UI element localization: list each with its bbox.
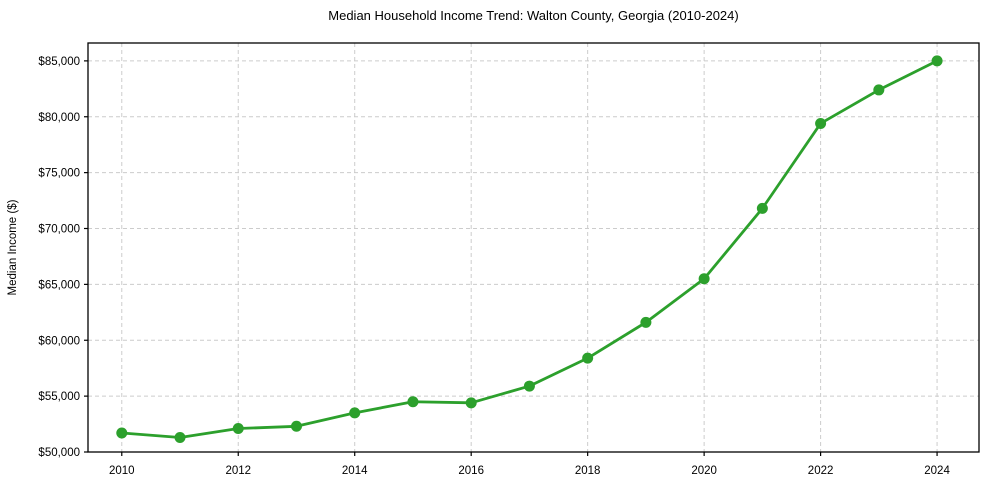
y-tick-label: $50,000 [38,447,80,459]
data-point-2022 [815,117,827,129]
x-tick-label: 2022 [808,465,834,477]
data-point-2020 [698,273,710,285]
x-tick-label: 2024 [924,465,950,477]
y-tick-label: $60,000 [38,335,80,347]
x-tick-label: 2018 [575,465,601,477]
x-tick-label: 2020 [691,465,717,477]
data-point-2017 [523,380,535,392]
y-tick-label: $55,000 [38,391,80,403]
data-point-2016 [465,397,477,409]
y-tick-label: $65,000 [38,279,80,291]
x-tick-label: 2010 [109,465,135,477]
y-axis-label: Median Income ($) [7,199,19,295]
data-point-2019 [640,316,652,328]
data-point-2015 [407,396,419,408]
y-tick-label: $75,000 [38,168,80,180]
y-tick-label: $85,000 [38,56,80,68]
data-point-2023 [873,84,885,96]
data-point-2010 [116,427,128,439]
plot-border [87,42,980,453]
data-point-2024 [931,55,943,67]
x-tick-label: 2014 [342,465,368,477]
data-point-2011 [174,431,186,443]
chart-title: Median Household Income Trend: Walton Co… [328,8,739,23]
x-tick-label: 2016 [458,465,484,477]
data-point-2021 [756,202,768,214]
x-tick-label: 2012 [225,465,251,477]
data-point-2013 [290,420,302,432]
data-point-2012 [232,423,244,435]
data-point-2014 [349,407,361,419]
y-tick-label: $70,000 [38,224,80,236]
y-tick-label: $80,000 [38,112,80,124]
data-point-2018 [582,352,594,364]
